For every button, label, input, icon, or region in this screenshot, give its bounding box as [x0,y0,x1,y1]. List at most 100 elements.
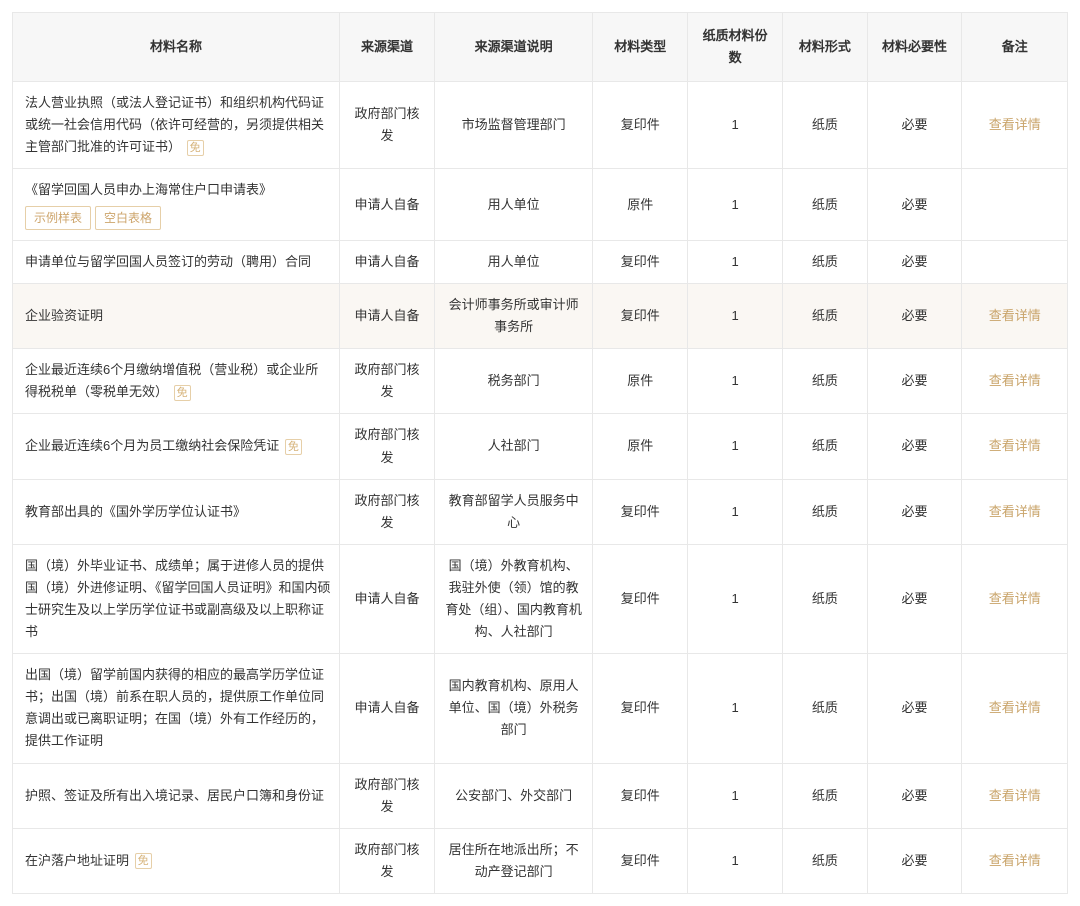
col-source: 来源渠道 [340,13,435,82]
count-cell: 1 [688,169,783,240]
source-desc-cell: 用人单位 [435,240,593,283]
count-cell: 1 [688,828,783,893]
type-cell: 复印件 [593,479,688,544]
type-cell: 复印件 [593,544,688,653]
source-desc-cell: 公安部门、外交部门 [435,763,593,828]
need-cell: 必要 [867,82,962,169]
col-note: 备注 [962,13,1068,82]
col-srcd: 来源渠道说明 [435,13,593,82]
view-detail-link[interactable]: 查看详情 [989,117,1041,132]
note-cell: 查看详情 [962,479,1068,544]
need-cell: 必要 [867,349,962,414]
form-cell: 纸质 [783,763,867,828]
need-cell: 必要 [867,169,962,240]
material-name-text: 企业最近连续6个月缴纳增值税（营业税）或企业所得税税单（零税单无效） [25,362,318,399]
count-cell: 1 [688,349,783,414]
exempt-badge-icon: 免 [135,853,152,869]
view-detail-link[interactable]: 查看详情 [989,700,1041,715]
source-desc-cell: 教育部留学人员服务中心 [435,479,593,544]
table-row: 法人营业执照（或法人登记证书）和组织机构代码证或统一社会信用代码（依许可经营的，… [13,82,1068,169]
view-detail-link[interactable]: 查看详情 [989,438,1041,453]
source-cell: 申请人自备 [340,654,435,763]
view-detail-link[interactable]: 查看详情 [989,373,1041,388]
material-name-cell: 在沪落户地址证明 免 [13,828,340,893]
material-name-cell: 申请单位与留学回国人员签订的劳动（聘用）合同 [13,240,340,283]
col-type: 材料类型 [593,13,688,82]
col-need: 材料必要性 [867,13,962,82]
source-desc-cell: 人社部门 [435,414,593,479]
note-cell: 查看详情 [962,349,1068,414]
exempt-badge-icon: 免 [187,140,204,156]
type-cell: 原件 [593,414,688,479]
type-cell: 复印件 [593,82,688,169]
material-name-text: 国（境）外毕业证书、成绩单；属于进修人员的提供国（境）外进修证明、《留学回国人员… [25,558,331,639]
count-cell: 1 [688,82,783,169]
source-cell: 政府部门核发 [340,828,435,893]
col-count: 纸质材料份数 [688,13,783,82]
material-name-text: 出国（境）留学前国内获得的相应的最高学历学位证书；出国（境）前系在职人员的，提供… [25,667,324,748]
view-detail-link[interactable]: 查看详情 [989,788,1041,803]
count-cell: 1 [688,544,783,653]
source-desc-cell: 居住所在地派出所；不动产登记部门 [435,828,593,893]
col-form: 材料形式 [783,13,867,82]
form-cell: 纸质 [783,349,867,414]
material-name-cell: 《留学回国人员申办上海常住户口申请表》示例样表空白表格 [13,169,340,240]
form-cell: 纸质 [783,284,867,349]
material-name-cell: 出国（境）留学前国内获得的相应的最高学历学位证书；出国（境）前系在职人员的，提供… [13,654,340,763]
exempt-badge-icon: 免 [285,439,302,455]
note-cell: 查看详情 [962,654,1068,763]
material-name-cell: 国（境）外毕业证书、成绩单；属于进修人员的提供国（境）外进修证明、《留学回国人员… [13,544,340,653]
source-cell: 政府部门核发 [340,349,435,414]
blank-form-button[interactable]: 空白表格 [95,206,161,230]
materials-table: 材料名称 来源渠道 来源渠道说明 材料类型 纸质材料份数 材料形式 材料必要性 … [12,12,1068,894]
need-cell: 必要 [867,544,962,653]
table-header-row: 材料名称 来源渠道 来源渠道说明 材料类型 纸质材料份数 材料形式 材料必要性 … [13,13,1068,82]
col-name: 材料名称 [13,13,340,82]
source-desc-cell: 国（境）外教育机构、我驻外使（领）馆的教育处（组）、国内教育机构、人社部门 [435,544,593,653]
material-name-cell: 企业验资证明 [13,284,340,349]
source-cell: 申请人自备 [340,544,435,653]
source-cell: 申请人自备 [340,169,435,240]
type-cell: 原件 [593,169,688,240]
need-cell: 必要 [867,414,962,479]
material-name-text: 企业验资证明 [25,308,103,323]
form-cell: 纸质 [783,414,867,479]
sample-form-button[interactable]: 示例样表 [25,206,91,230]
need-cell: 必要 [867,284,962,349]
exempt-badge-icon: 免 [174,385,191,401]
count-cell: 1 [688,414,783,479]
table-row: 企业最近连续6个月缴纳增值税（营业税）或企业所得税税单（零税单无效） 免 政府部门… [13,349,1068,414]
source-cell: 政府部门核发 [340,479,435,544]
material-name-text: 教育部出具的《国外学历学位认证书》 [25,504,246,519]
source-cell: 政府部门核发 [340,82,435,169]
count-cell: 1 [688,284,783,349]
need-cell: 必要 [867,240,962,283]
view-detail-link[interactable]: 查看详情 [989,504,1041,519]
type-cell: 复印件 [593,284,688,349]
view-detail-link[interactable]: 查看详情 [989,591,1041,606]
source-desc-cell: 用人单位 [435,169,593,240]
source-desc-cell: 会计师事务所或审计师事务所 [435,284,593,349]
material-name-cell: 法人营业执照（或法人登记证书）和组织机构代码证或统一社会信用代码（依许可经营的，… [13,82,340,169]
table-row: 出国（境）留学前国内获得的相应的最高学历学位证书；出国（境）前系在职人员的，提供… [13,654,1068,763]
need-cell: 必要 [867,828,962,893]
type-cell: 复印件 [593,654,688,763]
form-cell: 纸质 [783,654,867,763]
source-cell: 申请人自备 [340,284,435,349]
material-name-cell: 教育部出具的《国外学历学位认证书》 [13,479,340,544]
material-name-text: 护照、签证及所有出入境记录、居民户口簿和身份证 [25,788,324,803]
need-cell: 必要 [867,479,962,544]
view-detail-link[interactable]: 查看详情 [989,308,1041,323]
material-name-cell: 企业最近连续6个月为员工缴纳社会保险凭证 免 [13,414,340,479]
source-desc-cell: 国内教育机构、原用人单位、国（境）外税务部门 [435,654,593,763]
table-row: 《留学回国人员申办上海常住户口申请表》示例样表空白表格申请人自备用人单位原件1纸… [13,169,1068,240]
table-row: 护照、签证及所有出入境记录、居民户口簿和身份证政府部门核发公安部门、外交部门复印… [13,763,1068,828]
material-name-text: 《留学回国人员申办上海常住户口申请表》 [25,182,272,197]
form-cell: 纸质 [783,169,867,240]
note-cell: 查看详情 [962,828,1068,893]
type-cell: 复印件 [593,240,688,283]
form-cell: 纸质 [783,82,867,169]
form-cell: 纸质 [783,479,867,544]
view-detail-link[interactable]: 查看详情 [989,853,1041,868]
source-cell: 申请人自备 [340,240,435,283]
